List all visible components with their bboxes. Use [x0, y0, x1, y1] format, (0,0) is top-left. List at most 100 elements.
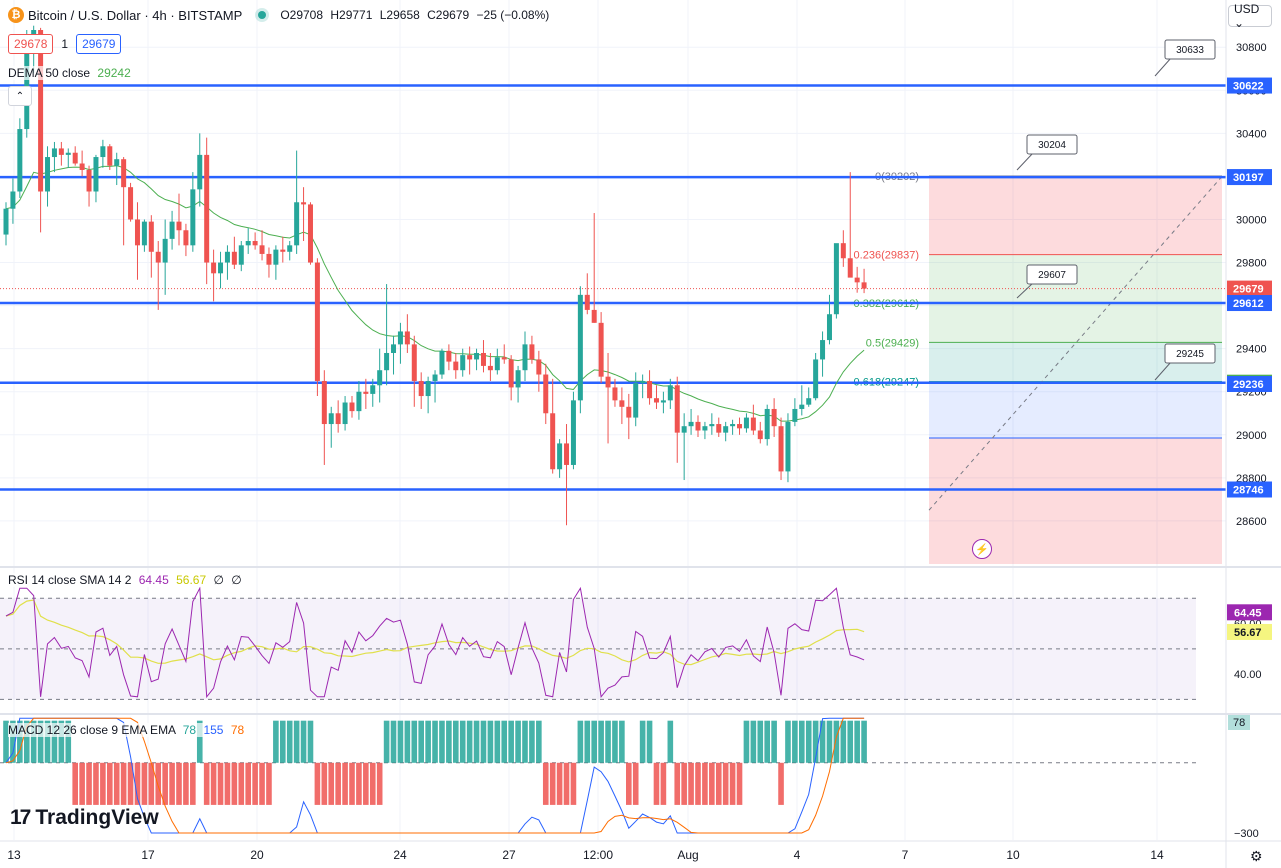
currency-dropdown[interactable]: USD ⌄	[1228, 2, 1272, 30]
bid-button[interactable]: 29678	[8, 34, 54, 54]
macd-last-tag: 78	[1228, 714, 1250, 730]
candle-body	[543, 374, 549, 414]
candle-11	[79, 150, 85, 177]
candle-57	[397, 322, 403, 364]
macd-bar-38	[266, 762, 272, 805]
price-tick-11: 30800	[1236, 42, 1267, 54]
market-status-icon[interactable]	[258, 11, 267, 19]
candle-body	[854, 277, 860, 283]
macd-legend[interactable]: MACD 12 26 close 9 EMA EMA 78 155 78	[8, 723, 245, 737]
dema-legend-value: 29242	[97, 66, 131, 80]
time-tick-2: 20	[250, 848, 264, 862]
tradingview-logo[interactable]: 17 TradingView	[10, 806, 159, 830]
candle-body	[446, 350, 452, 362]
rsi-last-tag-text: 64.45	[1234, 607, 1262, 619]
candle-body	[245, 241, 251, 246]
candle-87	[605, 352, 611, 444]
candle-body	[522, 344, 528, 371]
rsi-legend[interactable]: RSI 14 close SMA 14 2 64.45 56.67 ∅ ∅	[8, 573, 242, 587]
candle-115	[799, 385, 805, 416]
ask-button[interactable]: 29679	[76, 34, 122, 54]
candle-body	[833, 243, 839, 315]
macd-bar-82	[570, 762, 577, 805]
macd-bar-17	[120, 762, 127, 805]
macd-histogram	[3, 720, 867, 805]
candle-54	[377, 348, 383, 403]
rsi-line	[5, 586, 865, 699]
macd-bar-42	[293, 720, 300, 763]
candle-103	[716, 417, 722, 437]
time-tick-10: 14	[1150, 848, 1164, 862]
price-tick-9: 30400	[1236, 128, 1267, 140]
callout-pointer	[1154, 361, 1172, 381]
candle-98	[681, 413, 687, 481]
candle-48	[335, 400, 341, 433]
candle-body	[453, 361, 459, 371]
change-value: −25 (−0.08%)	[476, 8, 550, 22]
candle-18	[128, 182, 134, 222]
dema-legend-name: DEMA 50 close	[8, 66, 91, 80]
symbol-title[interactable]: Bitcoin / U.S. Dollar · 4h · BITSTAMP	[28, 7, 243, 23]
candle-30	[211, 249, 217, 302]
candle-50	[349, 396, 355, 418]
macd-signal-line	[5, 717, 865, 834]
candle-113	[785, 413, 791, 483]
candle-body	[674, 385, 680, 433]
candle-body	[653, 398, 659, 403]
macd-bar-101	[702, 762, 708, 805]
candle-body	[570, 400, 576, 465]
candle-116	[806, 387, 812, 407]
macd-bar-117	[812, 720, 819, 763]
candle-body	[577, 294, 583, 401]
flash-icon[interactable]: ⚡	[972, 539, 992, 559]
candle-body	[58, 148, 64, 155]
macd-bar-21	[148, 762, 155, 805]
candle-body	[806, 398, 812, 405]
macd-bar-74	[515, 720, 521, 763]
collapse-legend-icon[interactable]: ⌃	[8, 86, 32, 106]
price-tag-6: 28746	[1227, 481, 1272, 498]
candle-97	[674, 376, 680, 463]
macd-bar-106	[736, 762, 743, 805]
candle-94	[653, 385, 659, 409]
candle-100	[695, 415, 701, 437]
candle-body	[439, 350, 445, 375]
candle-body	[730, 424, 736, 427]
settings-gear-icon[interactable]: ⚙	[1250, 848, 1263, 864]
candle-62	[432, 370, 438, 403]
macd-bar-46	[321, 762, 328, 805]
candle-body	[723, 426, 729, 433]
macd-last-tag-text: 78	[1233, 717, 1245, 729]
candle-74	[515, 365, 521, 403]
candle-111	[771, 398, 777, 437]
time-tick-5: 12:00	[583, 848, 613, 862]
macd-bar-122	[847, 720, 854, 763]
macd-bar-104	[722, 762, 729, 805]
macd-bar-5	[37, 720, 44, 763]
macd-bar-83	[577, 720, 584, 763]
macd-bar-66	[459, 720, 466, 763]
rsi-sma-line	[5, 599, 865, 666]
candle-body	[840, 243, 846, 259]
candle-67	[467, 346, 473, 375]
candle-37	[259, 230, 265, 261]
macd-bar-75	[522, 720, 528, 763]
fib-label-3: 0.5(29429)	[866, 337, 919, 349]
macd-bar-58	[404, 720, 411, 763]
candle-51	[356, 380, 362, 420]
candle-body	[681, 426, 687, 433]
candle-101	[702, 421, 708, 440]
macd-bar-51	[356, 762, 362, 805]
macd-bar-68	[473, 720, 480, 763]
macd-bar-39	[273, 720, 279, 763]
candle-20	[141, 219, 147, 252]
candle-body	[633, 383, 639, 418]
macd-bar-31	[217, 762, 224, 805]
macd-bar-110	[764, 720, 770, 763]
candle-body	[107, 146, 113, 166]
macd-bar-36	[252, 762, 258, 805]
candle-60	[418, 372, 424, 409]
dema-legend[interactable]: DEMA 50 close 29242	[8, 66, 131, 80]
candle-body	[377, 370, 383, 386]
